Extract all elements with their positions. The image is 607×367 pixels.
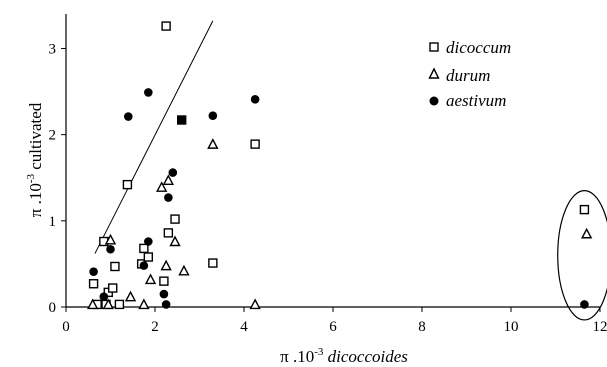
x-tick-label: 8 bbox=[418, 319, 426, 335]
point-dicoccum bbox=[176, 115, 187, 125]
point-aestivum bbox=[99, 292, 109, 301]
point-durum bbox=[138, 298, 150, 310]
x-tick-label: 10 bbox=[504, 319, 519, 335]
point-durum bbox=[87, 298, 99, 310]
y-tick-label: 1 bbox=[49, 214, 57, 230]
point-aestivum bbox=[144, 88, 153, 97]
point-dicoccum bbox=[139, 243, 149, 254]
y-tick-label: 2 bbox=[49, 128, 57, 144]
x-tick-label: 12 bbox=[593, 319, 607, 335]
point-durum bbox=[162, 174, 175, 186]
point-dicoccum bbox=[88, 279, 99, 289]
point-aestivum bbox=[159, 289, 169, 299]
x-axis-label-italic: dicoccoides bbox=[328, 347, 409, 366]
point-durum bbox=[160, 259, 172, 271]
legend: dicoccum durum aestivum bbox=[428, 38, 511, 110]
point-durum bbox=[580, 227, 593, 239]
point-durum bbox=[102, 298, 114, 310]
point-dicoccum bbox=[159, 276, 169, 286]
legend-item-dicoccum: dicoccum bbox=[429, 38, 511, 57]
point-dicoccum bbox=[110, 261, 120, 272]
point-durum bbox=[104, 233, 117, 245]
y-axis-label-suffix: cultivated bbox=[26, 102, 45, 170]
legend-marker-triangle-icon bbox=[428, 67, 440, 79]
point-dicoccum bbox=[579, 204, 590, 215]
point-dicoccum bbox=[161, 21, 171, 31]
point-dicoccum bbox=[170, 214, 180, 224]
point-dicoccum bbox=[122, 179, 133, 190]
point-durum bbox=[124, 290, 137, 302]
y-tick-label: 0 bbox=[49, 300, 57, 316]
point-aestivum bbox=[164, 193, 173, 202]
x-tick-label: 2 bbox=[151, 319, 159, 335]
point-durum bbox=[207, 138, 219, 149]
point-aestivum bbox=[124, 112, 133, 121]
y-axis-label-exponent: -3 bbox=[25, 174, 37, 184]
point-aestivum bbox=[89, 267, 98, 276]
point-aestivum bbox=[580, 300, 589, 309]
point-durum bbox=[156, 181, 168, 192]
point-dicoccum bbox=[163, 228, 174, 238]
point-durum bbox=[178, 264, 190, 276]
y-tick-label: 3 bbox=[49, 41, 57, 57]
point-dicoccum bbox=[114, 299, 125, 310]
legend-label-durum: durum bbox=[446, 66, 490, 85]
x-tick-label: 4 bbox=[240, 319, 248, 335]
x-tick-label: 6 bbox=[329, 319, 337, 335]
x-axis-label: π .10-3 dicoccoides bbox=[280, 346, 408, 366]
point-dicoccum bbox=[108, 283, 118, 293]
point-aestivum bbox=[208, 111, 218, 120]
legend-item-durum: durum bbox=[428, 66, 490, 85]
point-durum bbox=[249, 298, 261, 310]
highlight-ellipse bbox=[557, 190, 607, 321]
legend-label-aestivum: aestivum bbox=[446, 91, 506, 110]
legend-item-aestivum: aestivum bbox=[429, 91, 506, 110]
point-aestivum bbox=[139, 261, 149, 270]
point-aestivum bbox=[168, 168, 178, 177]
legend-marker-circle-icon bbox=[429, 96, 439, 106]
legend-label-dicoccum: dicoccum bbox=[446, 38, 511, 57]
x-axis-label-exponent: -3 bbox=[314, 346, 324, 358]
point-aestivum bbox=[161, 300, 171, 309]
point-aestivum bbox=[250, 95, 260, 104]
point-aestivum bbox=[106, 244, 115, 254]
point-durum bbox=[144, 273, 157, 285]
x-tick-label: 0 bbox=[62, 319, 70, 335]
point-dicoccum bbox=[208, 258, 218, 268]
point-dicoccum bbox=[250, 139, 260, 149]
point-dicoccum bbox=[143, 252, 154, 262]
point-durum bbox=[169, 235, 181, 247]
trend-line bbox=[94, 20, 214, 254]
point-aestivum bbox=[144, 237, 153, 246]
y-axis-label: π .10-3 cultivated bbox=[25, 102, 45, 217]
legend-marker-square-icon bbox=[429, 42, 439, 52]
